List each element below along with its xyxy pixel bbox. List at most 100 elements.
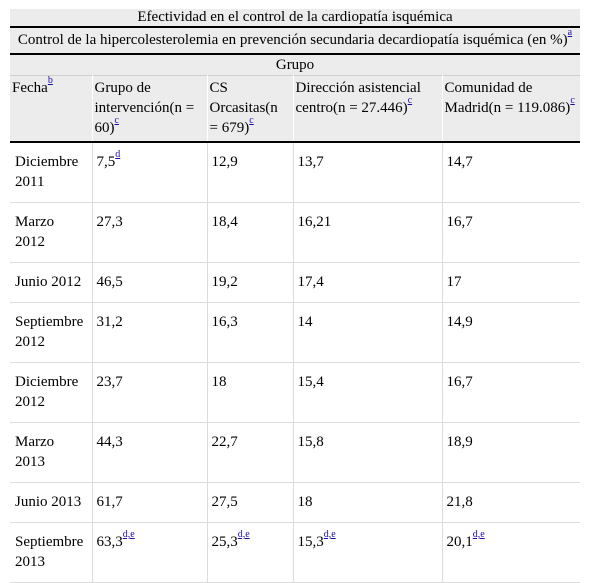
date-cell: Junio 2013 — [10, 482, 92, 523]
date-cell: Septiembre 2012 — [10, 302, 92, 363]
column-header: Dirección asistencial centro(n = 27.446)… — [292, 75, 442, 142]
cell-value: 18,4 — [211, 214, 238, 230]
cell-value: 19,2 — [211, 274, 238, 290]
footnote-link[interactable]: d,e — [237, 529, 250, 540]
cell-value: 12,9 — [211, 154, 238, 170]
value-cell: 46,5 — [91, 262, 207, 303]
value-cell: 16,7 — [441, 362, 581, 423]
value-cell: 14 — [292, 302, 442, 363]
cell-value: 15,8 — [297, 434, 324, 450]
column-header-label: Grupo de intervención(n = 60) — [94, 80, 195, 136]
footnote-link[interactable]: d,e — [323, 529, 336, 540]
value-cell: 44,3 — [91, 422, 207, 483]
value-cell: 18,4 — [206, 202, 293, 263]
footnote-link[interactable]: c — [407, 95, 413, 106]
cell-value: 7,5 — [96, 154, 116, 170]
value-cell: 18,9 — [441, 422, 581, 483]
cell-value: 13,7 — [297, 154, 324, 170]
value-cell: 19,2 — [206, 262, 293, 303]
cell-value: 14,7 — [446, 154, 473, 170]
cell-value: 14 — [297, 314, 313, 330]
column-header-row: Fechab Grupo de intervención(n = 60)c CS O… — [10, 75, 581, 143]
column-header: Comunidad de Madrid(n = 119.086)c — [441, 75, 581, 142]
value-cell: 18 — [206, 362, 293, 423]
cell-value: 20,1 — [446, 534, 473, 550]
table-row: Diciembre 2012 23,7 18 15,4 16,7 — [10, 362, 581, 423]
date-cell: Marzo 2012 — [10, 202, 92, 263]
value-cell: 27,5 — [206, 482, 293, 523]
value-cell: 18 — [292, 482, 442, 523]
value-cell: 13,7 — [292, 142, 442, 203]
cell-value: 18,9 — [446, 434, 473, 450]
footnote-link[interactable]: d — [115, 149, 121, 160]
date-cell: Marzo 2013 — [10, 422, 92, 483]
table-row: Diciembre 2011 7,5d 12,9 13,7 14,7 — [10, 142, 581, 203]
table-row: Septiembre 2012 31,2 16,3 14 14,9 — [10, 302, 581, 363]
cell-value: 15,3 — [297, 534, 324, 550]
cell-value: 27,5 — [211, 494, 238, 510]
value-cell: 7,5d — [91, 142, 207, 203]
table-row: Junio 2013 61,7 27,5 18 21,8 — [10, 482, 581, 523]
cell-value: 25,3 — [211, 534, 238, 550]
cell-value: 18 — [297, 494, 313, 510]
value-cell: 14,9 — [441, 302, 581, 363]
table-subtitle: Control de la hipercolesterolemia en pre… — [10, 26, 581, 55]
value-cell: 16,7 — [441, 202, 581, 263]
cell-value: 16,7 — [446, 214, 473, 230]
cell-value: 16,21 — [297, 214, 332, 230]
table-row: Marzo 2012 27,3 18,4 16,21 16,7 — [10, 202, 581, 263]
footnote-link-a[interactable]: a — [567, 27, 573, 38]
column-header: Grupo de intervención(n = 60)c — [91, 75, 207, 142]
table-row: Junio 2012 46,5 19,2 17,4 17 — [10, 262, 581, 303]
cell-value: 15,4 — [297, 374, 324, 390]
column-header-label: Dirección asistencial centro(n = 27.446) — [295, 80, 421, 116]
value-cell: 17 — [441, 262, 581, 303]
value-cell: 22,7 — [206, 422, 293, 483]
value-cell: 63,3d,e — [91, 522, 207, 583]
date-cell: Diciembre 2011 — [10, 142, 92, 203]
date-cell: Septiembre 2013 — [10, 522, 92, 583]
date-cell: Junio 2012 — [10, 262, 92, 303]
cell-value: 16,7 — [446, 374, 473, 390]
subtitle-text: Control de la hipercolesterolemia en pre… — [17, 32, 568, 48]
value-cell: 15,4 — [292, 362, 442, 423]
table-row: Marzo 2013 44,3 22,7 15,8 18,9 — [10, 422, 581, 483]
value-cell: 14,7 — [441, 142, 581, 203]
value-cell: 31,2 — [91, 302, 207, 363]
cell-value: 27,3 — [96, 214, 123, 230]
value-cell: 12,9 — [206, 142, 293, 203]
value-cell: 16,3 — [206, 302, 293, 363]
column-header: CS Orcasitas(n = 679)c — [206, 75, 293, 142]
table-row: Septiembre 2013 63,3d,e 25,3d,e 15,3d,e 20,1… — [10, 522, 581, 583]
cell-value: 63,3 — [96, 534, 123, 550]
cell-value: 44,3 — [96, 434, 123, 450]
cell-value: 14,9 — [446, 314, 473, 330]
column-header-label: Comunidad de Madrid(n = 119.086) — [444, 80, 571, 116]
footnote-link[interactable]: b — [47, 75, 53, 86]
footnote-link[interactable]: d,e — [472, 529, 485, 540]
cell-value: 22,7 — [211, 434, 238, 450]
column-header-label: Fecha — [12, 80, 48, 96]
footnote-link[interactable]: c — [570, 95, 575, 106]
cell-value: 17 — [446, 274, 462, 290]
cell-value: 61,7 — [96, 494, 123, 510]
cell-value: 18 — [211, 374, 227, 390]
date-cell: Diciembre 2012 — [10, 362, 92, 423]
value-cell: 20,1d,e — [441, 522, 581, 583]
results-table: Efectividad en el control de la cardiopa… — [10, 9, 581, 583]
footnote-link[interactable]: c — [114, 115, 119, 126]
cell-value: 46,5 — [96, 274, 123, 290]
value-cell: 17,4 — [292, 262, 442, 303]
table-title: Efectividad en el control de la cardiopa… — [137, 9, 453, 25]
footnote-link[interactable]: d,e — [122, 529, 135, 540]
table-body: Diciembre 2011 7,5d 12,9 13,7 14,7 Marzo 2012… — [10, 142, 581, 583]
cell-value: 17,4 — [297, 274, 324, 290]
value-cell: 15,3d,e — [292, 522, 442, 583]
cell-value: 31,2 — [96, 314, 123, 330]
value-cell: 16,21 — [292, 202, 442, 263]
footnote-link[interactable]: c — [249, 115, 254, 126]
cell-value: 16,3 — [211, 314, 238, 330]
value-cell: 25,3d,e — [206, 522, 293, 583]
value-cell: 21,8 — [441, 482, 581, 523]
column-header: Fechab — [10, 76, 92, 143]
